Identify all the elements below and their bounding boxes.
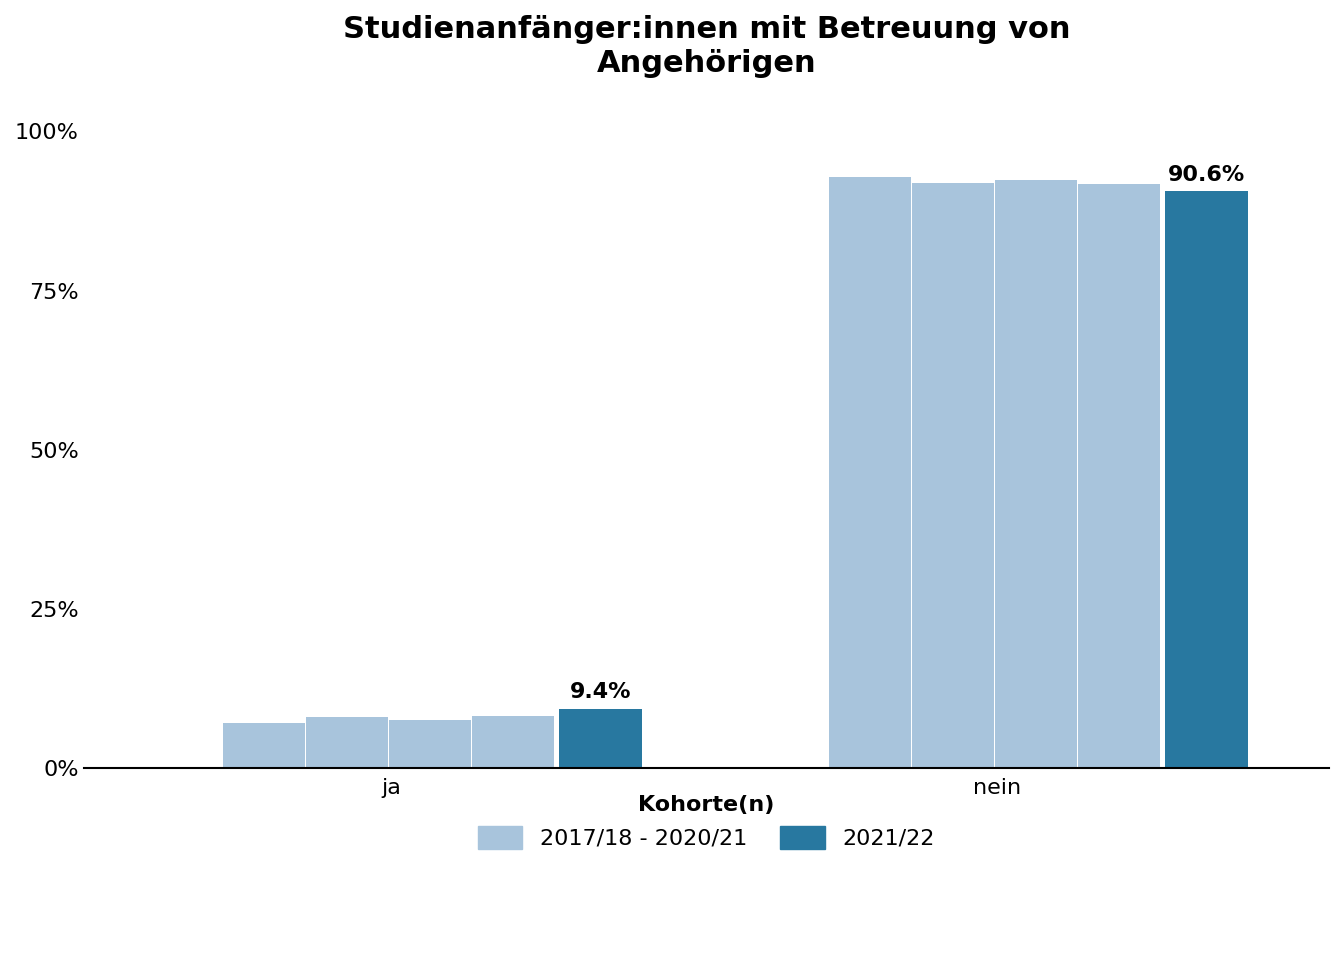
Bar [559,708,641,768]
Bar [829,177,911,768]
Bar [913,182,995,768]
Text: 9.4%: 9.4% [570,683,632,702]
Bar [223,723,305,768]
Bar [996,180,1078,768]
Bar [472,715,555,768]
Bar [1078,184,1160,768]
Text: 90.6%: 90.6% [1168,165,1245,184]
Legend: 2017/18 - 2020/21, 2021/22: 2017/18 - 2020/21, 2021/22 [469,786,943,857]
Bar [390,720,472,768]
Title: Studienanfänger:innen mit Betreuung von
Angehörigen: Studienanfänger:innen mit Betreuung von … [343,15,1070,78]
Bar [1165,191,1247,768]
Bar [306,717,388,768]
